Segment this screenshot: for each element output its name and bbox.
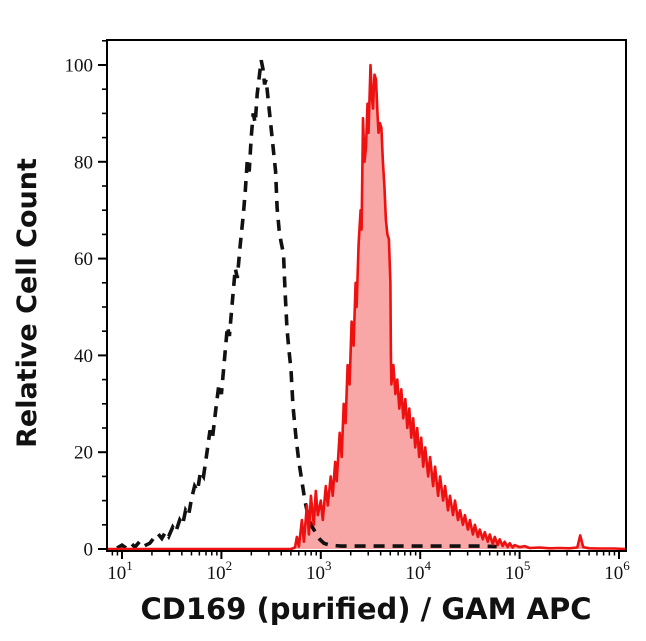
y-tick-label: 0: [84, 540, 94, 561]
y-tick-label: 80: [74, 152, 93, 173]
y-tick-label: 20: [74, 443, 93, 464]
axes-layer: [98, 39, 627, 559]
x-axis-title: CD169 (purified) / GAM APC: [140, 592, 591, 626]
y-tick-label: 60: [74, 249, 93, 270]
tick-label-layer: 0 20 40 60 80 100 101 102 103 104 105 106: [65, 56, 631, 585]
y-axis-title: Relative Cell Count: [12, 158, 43, 448]
negative-control-dashed-curve: [116, 59, 497, 551]
x-tick-label: 105: [505, 558, 531, 584]
y-tick-label: 40: [74, 346, 93, 367]
x-tick-label: 103: [306, 558, 332, 584]
stained-sample-area-fill: [107, 65, 627, 549]
x-tick-label: 104: [405, 558, 431, 584]
stained-sample-curve: [107, 63, 627, 551]
series-layer: [107, 59, 627, 551]
x-tick-label: 101: [107, 558, 133, 584]
x-tick-label: 102: [207, 558, 233, 584]
plot-border: [106, 39, 627, 552]
y-tick-label: 100: [65, 56, 94, 77]
x-tick-label: 106: [604, 558, 630, 584]
